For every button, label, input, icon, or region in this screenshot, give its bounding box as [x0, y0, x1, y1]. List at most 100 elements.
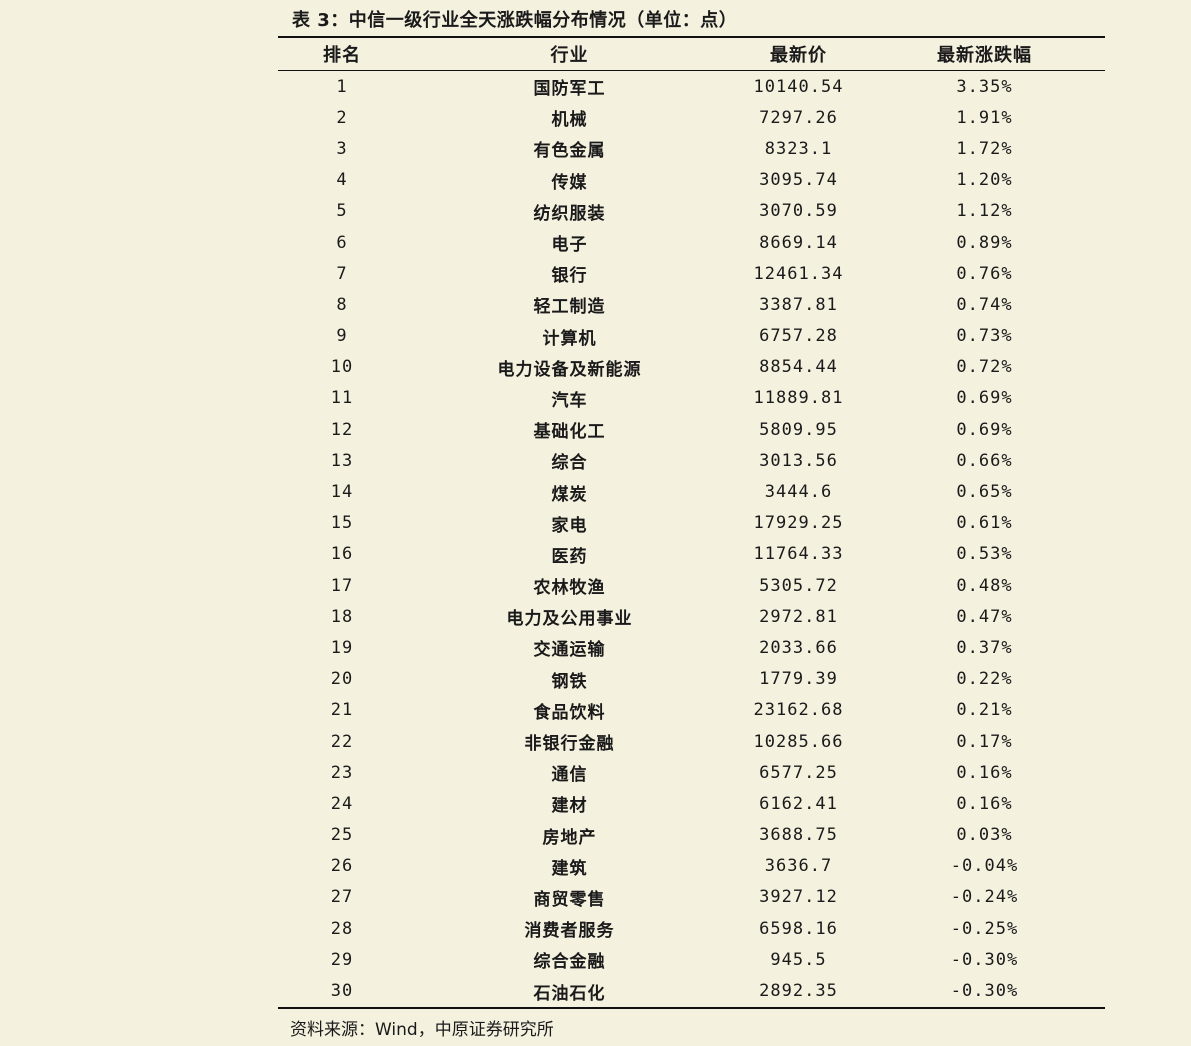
- industry-cell: 食品饮料: [533, 702, 606, 723]
- industry-cell: 电力及公用事业: [506, 609, 633, 630]
- industry-cell: 煤炭: [551, 484, 588, 505]
- table-row: 14 煤炭 3444.6 0.65%: [278, 476, 1105, 507]
- latest-price-cell: 23162.68: [753, 700, 844, 721]
- table-row: 10 电力设备及新能源 8854.44 0.72%: [278, 352, 1105, 383]
- latest-price-cell: 3013.56: [759, 450, 838, 471]
- latest-price-cell: 6598.16: [759, 918, 838, 939]
- industry-cell: 有色金属: [533, 141, 606, 162]
- latest-price-cell: 11764.33: [753, 544, 844, 565]
- latest-price-cell: 3387.81: [759, 294, 838, 315]
- industry-cell: 银行: [551, 266, 588, 287]
- industry-cell: 建材: [551, 796, 588, 817]
- latest-change-cell: -0.30%: [950, 949, 1019, 970]
- latest-change-cell: 1.20%: [956, 170, 1013, 191]
- latest-price-cell: 8323.1: [764, 138, 833, 159]
- table-row: 11 汽车 11889.81 0.69%: [278, 383, 1105, 414]
- table-row: 15 家电 17929.25 0.61%: [278, 508, 1105, 539]
- latest-change-cell: 0.16%: [956, 793, 1013, 814]
- table-row: 7 银行 12461.34 0.76%: [278, 258, 1105, 289]
- rank-cell: 7: [336, 263, 348, 284]
- table-row: 23 通信 6577.25 0.16%: [278, 757, 1105, 788]
- table-row: 28 消费者服务 6598.16 -0.25%: [278, 913, 1105, 944]
- latest-price-cell: 6577.25: [759, 762, 838, 783]
- latest-price-cell: 3688.75: [759, 825, 838, 846]
- latest-price-cell: 10285.66: [753, 731, 844, 752]
- industry-cell: 综合: [551, 453, 588, 474]
- latest-price-cell: 12461.34: [753, 263, 844, 284]
- latest-change-cell: -0.30%: [950, 981, 1019, 1002]
- table-row: 9 计算机 6757.28 0.73%: [278, 321, 1105, 352]
- industry-cell: 机械: [551, 110, 588, 131]
- table-row: 25 房地产 3688.75 0.03%: [278, 820, 1105, 851]
- latest-price-cell: 6757.28: [759, 326, 838, 347]
- industry-cell: 医药: [551, 546, 588, 567]
- header-row: 排名 行业 最新价 最新涨跌幅: [278, 38, 1105, 71]
- rank-cell: 25: [330, 825, 354, 846]
- table-row: 22 非银行金融 10285.66 0.17%: [278, 726, 1105, 757]
- industry-cell: 计算机: [542, 328, 597, 349]
- rank-cell: 9: [336, 326, 348, 347]
- table-header: 排名 行业 最新价 最新涨跌幅: [278, 38, 1105, 71]
- industry-cell: 消费者服务: [524, 921, 615, 942]
- latest-change-cell: 0.22%: [956, 669, 1013, 690]
- industry-cell: 农林牧渔: [533, 578, 606, 599]
- rank-cell: 28: [330, 918, 354, 939]
- rank-cell: 13: [330, 450, 354, 471]
- latest-change-cell: 0.72%: [956, 357, 1013, 378]
- industry-cell: 汽车: [551, 390, 588, 411]
- rank-cell: 17: [330, 575, 354, 596]
- industry-cell: 电子: [551, 235, 588, 256]
- latest-price-cell: 1779.39: [759, 669, 838, 690]
- latest-change-cell: 0.61%: [956, 513, 1013, 534]
- rank-cell: 2: [336, 107, 348, 128]
- table-row: 20 钢铁 1779.39 0.22%: [278, 664, 1105, 695]
- industry-cell: 传媒: [551, 172, 588, 193]
- table-row: 30 石油石化 2892.35 -0.30%: [278, 975, 1105, 1006]
- table-row: 26 建筑 3636.7 -0.04%: [278, 851, 1105, 882]
- table-row: 6 电子 8669.14 0.89%: [278, 227, 1105, 258]
- industry-cell: 钢铁: [551, 671, 588, 692]
- table-row: 27 商贸零售 3927.12 -0.24%: [278, 882, 1105, 913]
- latest-change-cell: 1.91%: [956, 107, 1013, 128]
- header-rank: 排名: [278, 38, 406, 71]
- latest-change-cell: 0.16%: [956, 762, 1013, 783]
- table-row: 1 国防军工 10140.54 3.35%: [278, 71, 1105, 103]
- latest-change-cell: 1.72%: [956, 138, 1013, 159]
- latest-price-cell: 11889.81: [753, 388, 844, 409]
- rank-cell: 10: [330, 357, 354, 378]
- table-row: 19 交通运输 2033.66 0.37%: [278, 632, 1105, 663]
- latest-change-cell: 0.73%: [956, 326, 1013, 347]
- latest-price-cell: 3636.7: [764, 856, 833, 877]
- latest-price-cell: 5305.72: [759, 575, 838, 596]
- industry-table: 排名 行业 最新价 最新涨跌幅 1 国防军工 10140.54 3.35% 2 机械 729…: [278, 38, 1105, 1007]
- latest-change-cell: 0.53%: [956, 544, 1013, 565]
- latest-price-cell: 8669.14: [759, 232, 838, 253]
- latest-change-cell: 0.66%: [956, 450, 1013, 471]
- rank-cell: 15: [330, 513, 354, 534]
- latest-price-cell: 3070.59: [759, 201, 838, 222]
- industry-cell: 国防军工: [533, 79, 606, 100]
- latest-change-cell: 0.03%: [956, 825, 1013, 846]
- rank-cell: 11: [330, 388, 354, 409]
- industry-cell: 交通运输: [533, 640, 606, 661]
- rank-cell: 1: [336, 76, 348, 97]
- latest-price-cell: 3095.74: [759, 170, 838, 191]
- rank-cell: 5: [336, 201, 348, 222]
- table-row: 12 基础化工 5809.95 0.69%: [278, 414, 1105, 445]
- latest-price-cell: 7297.26: [759, 107, 838, 128]
- rank-cell: 14: [330, 482, 354, 503]
- latest-change-cell: 1.12%: [956, 201, 1013, 222]
- header-latest-change: 最新涨跌幅: [864, 38, 1105, 71]
- table-row: 13 综合 3013.56 0.66%: [278, 445, 1105, 476]
- latest-change-cell: 0.48%: [956, 575, 1013, 596]
- industry-cell: 非银行金融: [524, 734, 615, 755]
- rank-cell: 26: [330, 856, 354, 877]
- table-row: 2 机械 7297.26 1.91%: [278, 102, 1105, 133]
- latest-price-cell: 945.5: [770, 949, 827, 970]
- rank-cell: 19: [330, 637, 354, 658]
- rank-cell: 20: [330, 669, 354, 690]
- table-row: 4 传媒 3095.74 1.20%: [278, 165, 1105, 196]
- latest-change-cell: 0.37%: [956, 637, 1013, 658]
- rank-cell: 22: [330, 731, 354, 752]
- latest-change-cell: 0.89%: [956, 232, 1013, 253]
